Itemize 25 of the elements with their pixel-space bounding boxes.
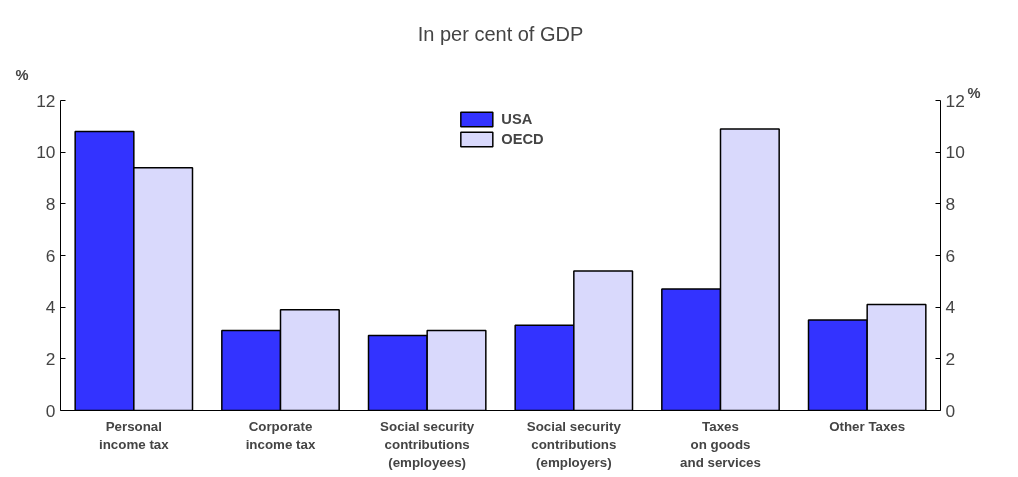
y2-tick-label: 12	[945, 90, 965, 111]
x-tick-label: Personal income tax	[99, 418, 170, 452]
y2-tick-label: 0	[945, 400, 956, 421]
y2-tick-label: 2	[945, 348, 956, 369]
x-tick-label: Corporate income tax	[245, 418, 316, 452]
y2-tick-label: 8	[945, 193, 956, 214]
x-tick-label: Social security contributions (employers)	[526, 418, 622, 470]
y2-tick-label: 4	[945, 297, 956, 318]
y-tick-label: 10	[36, 142, 56, 163]
y2-axis-title: %	[967, 84, 981, 101]
x-tick-label: Social security contributions (employees)	[380, 418, 475, 470]
y-tick-label: 4	[45, 297, 56, 318]
y-tick-label: 2	[45, 348, 56, 369]
legend-label: OECD	[501, 131, 544, 147]
y2-tick-label: 6	[945, 245, 956, 266]
y-tick-label: 6	[45, 245, 56, 266]
y2-tick-label: 10	[945, 142, 965, 163]
y-tick-label: 12	[36, 90, 56, 111]
chart-title: In per cent of GDP	[417, 22, 584, 45]
y-tick-label: 0	[45, 400, 56, 421]
y-tick-label: 8	[45, 193, 56, 214]
x-tick-label: Other Taxes	[829, 418, 906, 434]
legend-label: USA	[501, 111, 533, 127]
y-axis-title: %	[15, 66, 29, 83]
x-tick-label: Taxes on goods and services	[680, 418, 761, 470]
